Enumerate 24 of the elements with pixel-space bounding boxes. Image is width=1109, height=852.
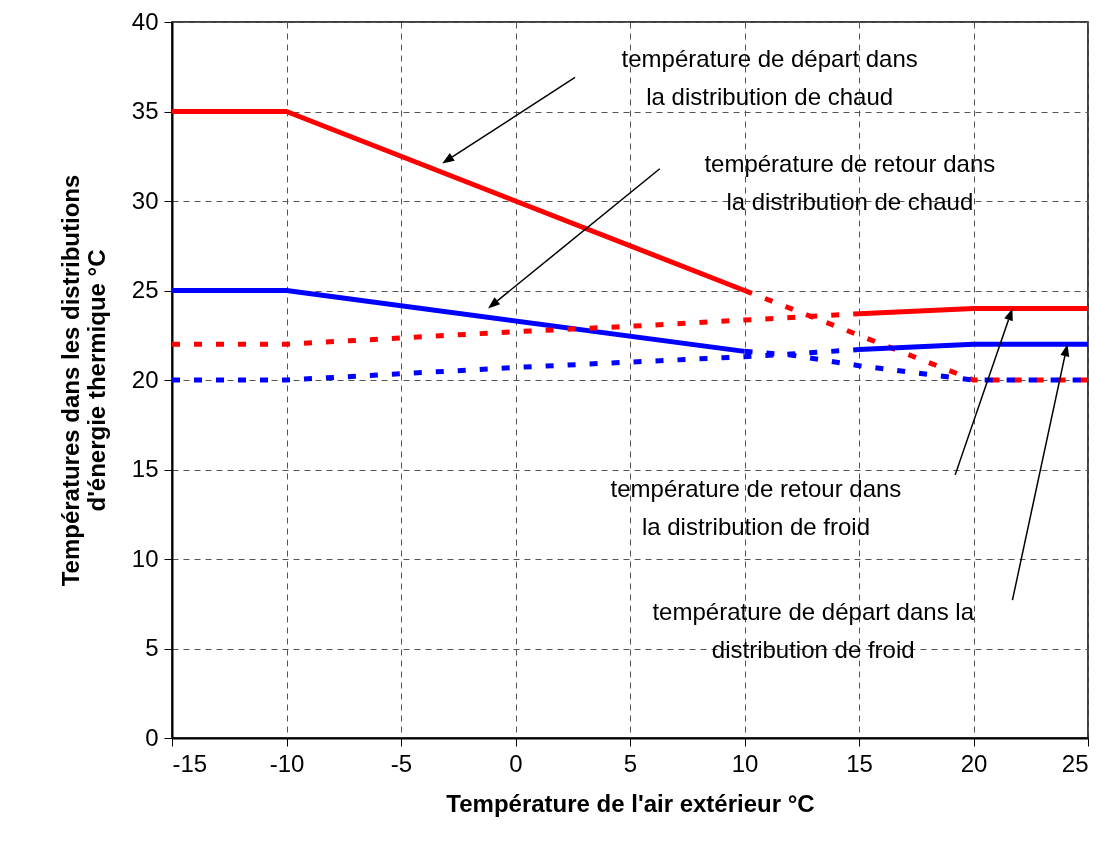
y-tick-label: 40 [131, 7, 159, 35]
y-tick-label: 20 [131, 365, 159, 393]
y-tick-label: 10 [131, 544, 159, 572]
x-tick-label: -5 [390, 749, 413, 777]
x-axis-title: Température de l'air extérieur °C [446, 789, 815, 817]
y-axis-title: Températures dans les distributions d'énergie thermique °C [56, 174, 110, 587]
annotation: température de départ dans la distribution de froid [652, 597, 975, 663]
annotation: température de retour dans la distribution de chaud [704, 150, 996, 216]
y-tick-label: 5 [145, 634, 159, 661]
y-tick-label: 0 [145, 723, 159, 751]
x-tick-label: 25 [1061, 749, 1089, 777]
y-tick-label: 25 [131, 276, 159, 303]
annotation: température de retour dans la distribution de froid [610, 475, 902, 541]
x-tick-label: 5 [623, 749, 638, 777]
y-tick-label: 35 [131, 97, 159, 124]
x-tick-label: 0 [509, 749, 523, 777]
x-tick-label: -10 [269, 749, 305, 777]
y-tick-label: 15 [131, 455, 159, 482]
annotation: température de départ dans la distribution de chaud [621, 44, 918, 110]
x-tick-label: 20 [960, 749, 988, 777]
x-tick-label: 15 [846, 749, 873, 777]
x-tick-label: -15 [172, 749, 208, 777]
x-tick-label: 10 [731, 749, 759, 777]
y-tick-label: 30 [131, 186, 159, 214]
